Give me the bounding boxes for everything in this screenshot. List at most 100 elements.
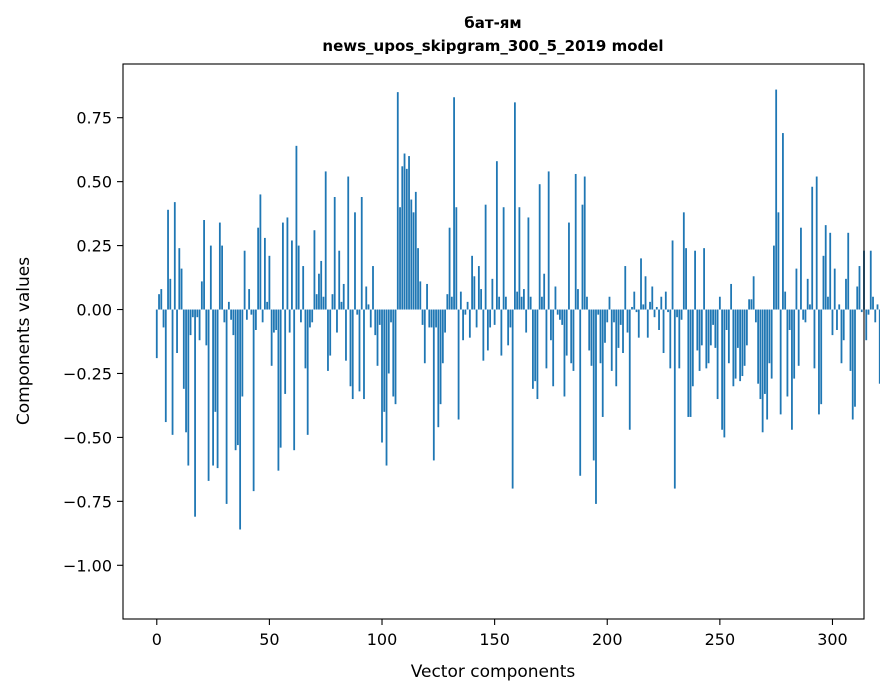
bar-58 [286, 217, 289, 310]
bar-231 [676, 309, 678, 318]
bar-262 [745, 309, 748, 346]
bar-59 [288, 309, 291, 333]
bar-221 [653, 309, 656, 318]
bar-301 [833, 268, 836, 310]
bar-122 [430, 309, 433, 328]
bar-234 [682, 212, 685, 310]
bar-115 [414, 191, 417, 310]
bar-204 [615, 309, 618, 387]
bar-173 [545, 309, 548, 369]
bar-277 [779, 309, 782, 415]
bar-252 [723, 309, 726, 438]
bar-180 [561, 309, 564, 325]
bar-270 [764, 309, 766, 394]
bar-197 [599, 309, 602, 364]
bar-90 [358, 309, 361, 392]
bar-321 [878, 309, 880, 384]
bar-291 [811, 186, 814, 310]
bar-70 [313, 230, 316, 310]
bar-242 [700, 309, 703, 346]
bar-61 [293, 309, 296, 451]
bar-141 [473, 276, 476, 310]
bar-156 [507, 309, 510, 346]
bar-69 [311, 309, 314, 323]
bar-29 [221, 245, 223, 310]
bar-126 [439, 309, 442, 405]
bar-225 [662, 309, 665, 354]
bar-35 [234, 309, 237, 451]
bar-102 [385, 309, 388, 466]
bar-211 [631, 306, 633, 310]
bar-229 [671, 240, 674, 310]
bar-67 [306, 309, 309, 435]
bar-145 [482, 309, 485, 361]
y-tick-label: 0.50 [76, 173, 112, 192]
bar-111 [405, 168, 408, 310]
bar-18 [196, 309, 199, 318]
bar-171 [541, 296, 543, 310]
bar-159 [514, 102, 516, 310]
bar-38 [241, 309, 244, 397]
bar-137 [464, 309, 467, 315]
bar-268 [759, 309, 762, 400]
bar-267 [757, 309, 760, 384]
bar-203 [613, 309, 615, 323]
bar-246 [709, 309, 712, 346]
bar-248 [714, 309, 717, 348]
bar-79 [333, 197, 336, 310]
bar-0 [155, 309, 158, 359]
bar-175 [550, 309, 552, 341]
bar-124 [435, 309, 437, 328]
bar-214 [637, 309, 640, 338]
bar-142 [475, 309, 478, 328]
bar-37 [239, 309, 242, 530]
bar-186 [574, 173, 577, 310]
bar-22 [205, 309, 208, 346]
y-tick-label: 0.25 [76, 237, 112, 256]
bar-134 [457, 309, 460, 420]
bar-132 [453, 97, 455, 310]
bar-195 [595, 309, 597, 504]
x-tick-label: 150 [479, 630, 510, 649]
bar-162 [520, 296, 523, 310]
bar-82 [340, 301, 343, 310]
bar-199 [604, 309, 606, 343]
bar-51 [270, 309, 273, 366]
bar-265 [752, 276, 755, 310]
bar-155 [504, 296, 507, 310]
bar-290 [809, 304, 811, 310]
bar-40 [245, 309, 248, 320]
y-tick-label: 0.00 [76, 301, 112, 320]
bar-303 [838, 304, 841, 310]
bar-282 [791, 309, 793, 430]
bar-120 [426, 283, 428, 310]
bar-181 [563, 309, 566, 397]
bar-184 [570, 309, 573, 364]
bar-187 [577, 289, 579, 310]
bar-89 [356, 309, 359, 315]
bar-112 [408, 156, 410, 310]
bar-320 [876, 304, 879, 310]
bar-24 [209, 245, 212, 310]
bar-245 [707, 309, 710, 364]
bar-5 [167, 209, 169, 310]
bar-127 [441, 309, 444, 364]
bar-54 [277, 309, 280, 471]
bar-144 [480, 289, 483, 310]
bar-114 [412, 212, 415, 310]
bar-183 [568, 222, 570, 310]
bar-179 [559, 309, 561, 320]
bar-72 [318, 273, 320, 310]
bar-83 [342, 283, 345, 310]
bar-62 [295, 145, 298, 310]
bar-123 [432, 309, 435, 461]
bar-153 [500, 309, 503, 356]
bar-298 [827, 296, 829, 310]
bar-312 [858, 266, 861, 310]
bar-113 [410, 199, 413, 310]
bar-78 [331, 294, 334, 310]
bar-47 [261, 309, 264, 323]
bar-73 [320, 260, 323, 310]
bar-227 [667, 309, 669, 313]
bar-260 [741, 309, 744, 377]
